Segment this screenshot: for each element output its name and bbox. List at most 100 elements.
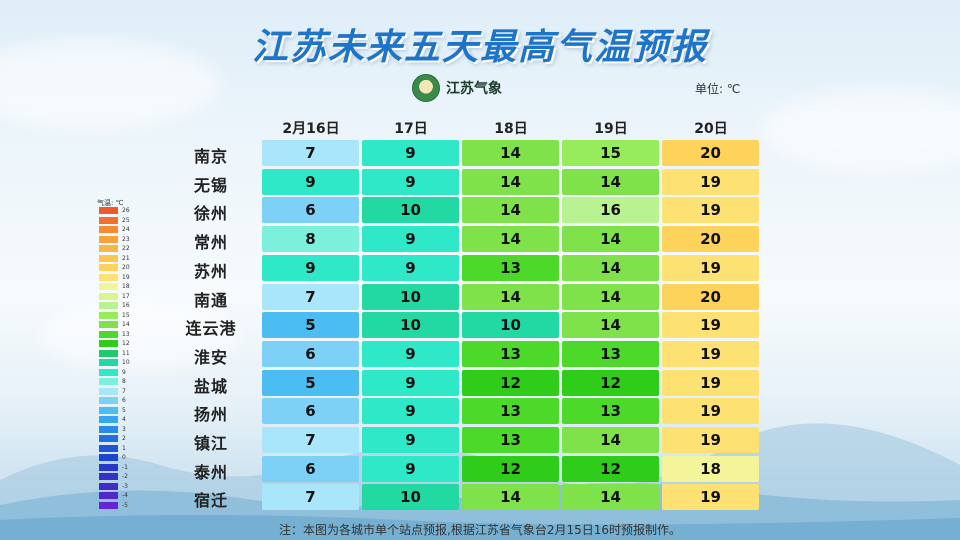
legend-label: -3	[122, 482, 128, 490]
temperature-cell: 5	[262, 369, 359, 396]
legend-swatch	[99, 416, 118, 423]
temperature-cell: 14	[462, 484, 559, 511]
background-cloud	[40, 300, 240, 370]
legend-swatch	[99, 378, 118, 385]
temperature-cell: 10	[462, 312, 559, 339]
legend-label: 15	[122, 311, 130, 319]
temperature-cell: 6	[262, 398, 359, 425]
legend-swatch	[99, 425, 118, 433]
temperature-cell: 9	[362, 140, 459, 166]
city-label: 扬州	[193, 405, 228, 425]
temperature-cell: 14	[562, 312, 659, 339]
legend-label: 5	[122, 406, 126, 414]
legend-label: -5	[122, 501, 128, 509]
city-label: 无锡	[193, 175, 228, 195]
temperature-cell: 13	[462, 254, 559, 281]
legend-label: -1	[122, 463, 128, 471]
legend-swatch	[99, 283, 118, 290]
city-label: 泰州	[193, 462, 228, 482]
legend-swatch	[99, 340, 118, 347]
temperature-cell: 9	[362, 168, 459, 195]
temperature-cell: 14	[462, 226, 559, 253]
legend-title: 气温: ℃	[97, 199, 124, 207]
temperature-cell: 9	[362, 427, 459, 453]
temperature-cell: 19	[662, 369, 759, 396]
temperature-cell: 7	[262, 283, 359, 310]
legend-label: 9	[122, 368, 126, 376]
temperature-cell: 12	[562, 455, 659, 482]
legend-swatch	[99, 435, 118, 442]
legend-swatch	[99, 235, 118, 243]
temperature-cell: 14	[562, 427, 659, 453]
legend-label: 8	[122, 378, 126, 385]
legend-label: 14	[122, 321, 130, 328]
legend-label: 10	[122, 359, 130, 366]
page-title: 江苏未来五天最高气温预报	[251, 27, 708, 68]
city-label: 淮安	[193, 347, 228, 367]
city-label: 南通	[193, 290, 228, 310]
temperature-cell: 10	[362, 283, 459, 310]
legend-label: 1	[122, 444, 126, 452]
temperature-cell: 9	[362, 369, 459, 396]
legend-swatch	[99, 330, 118, 338]
legend-label: 4	[122, 416, 126, 423]
temperature-cell: 7	[262, 427, 359, 453]
logo-text: 江苏气象	[446, 81, 502, 97]
temperature-cell: 9	[362, 340, 459, 367]
temperature-cell: 14	[562, 226, 659, 253]
temperature-cell: 13	[462, 340, 559, 367]
temperature-cell: 13	[562, 398, 659, 425]
temperature-cell: 13	[462, 398, 559, 425]
legend-label: 11	[122, 349, 130, 357]
temperature-cell: 15	[562, 140, 659, 166]
temperature-cell: 19	[662, 197, 759, 224]
column-header: 19日	[594, 121, 628, 137]
legend-swatch	[99, 302, 118, 309]
background-cloud	[0, 40, 220, 130]
legend-swatch	[99, 245, 118, 252]
temperature-cell: 14	[562, 283, 659, 310]
city-label: 徐州	[193, 204, 228, 224]
legend-label: 3	[122, 425, 126, 433]
legend-label: -2	[122, 473, 128, 480]
temperature-cell: 20	[662, 226, 759, 253]
unit-label: 单位: ℃	[695, 82, 741, 96]
temperature-cell: 12	[462, 455, 559, 482]
temperature-cell: 14	[562, 168, 659, 195]
temperature-cell: 6	[262, 197, 359, 224]
temperature-cell: 12	[462, 369, 559, 396]
temperature-cell: 8	[262, 226, 359, 253]
temperature-cell: 19	[662, 168, 759, 195]
legend-swatch	[99, 273, 118, 281]
city-label: 苏州	[193, 261, 228, 281]
city-label: 宿迁	[193, 491, 228, 511]
temperature-cell: 19	[662, 254, 759, 281]
legend-swatch	[99, 492, 118, 499]
temperature-cell: 6	[262, 340, 359, 367]
temperature-cell: 9	[362, 455, 459, 482]
temperature-cell: 14	[462, 168, 559, 195]
legend-swatch	[99, 473, 118, 480]
legend-swatch	[99, 207, 118, 214]
temperature-cell: 19	[662, 427, 759, 453]
temperature-cell: 10	[362, 484, 459, 511]
legend-swatch	[99, 216, 118, 224]
temperature-cell: 14	[562, 484, 659, 511]
temperature-cell: 20	[662, 283, 759, 310]
temperature-cell: 19	[662, 340, 759, 367]
temperature-cell: 14	[462, 197, 559, 224]
legend-swatch	[99, 482, 118, 490]
background-cloud	[760, 90, 960, 170]
legend-label: 23	[122, 235, 130, 243]
legend-swatch	[99, 226, 118, 233]
footnote: 注：本图为各城市单个站点预报,根据江苏省气象台2月15日16时预报制作。	[279, 523, 681, 537]
legend-swatch	[99, 264, 118, 271]
column-header: 18日	[494, 121, 528, 137]
temperature-cell: 6	[262, 455, 359, 482]
temperature-cell: 12	[562, 369, 659, 396]
temperature-cell: 5	[262, 312, 359, 339]
legend-label: 17	[122, 292, 130, 300]
logo: 江苏气象	[412, 74, 502, 102]
legend-label: 22	[122, 245, 130, 252]
column-header: 20日	[694, 121, 728, 137]
